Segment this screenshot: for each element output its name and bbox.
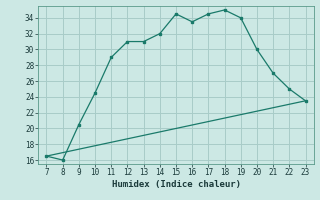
X-axis label: Humidex (Indice chaleur): Humidex (Indice chaleur) [111, 180, 241, 189]
